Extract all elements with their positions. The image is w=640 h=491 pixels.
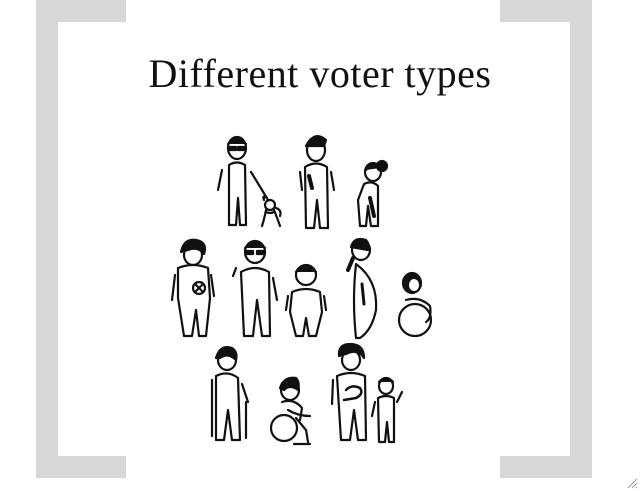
slide-frame-bottom-left (36, 456, 126, 478)
slide-frame-top-left (36, 0, 126, 22)
slide-frame-bottom-right (500, 456, 592, 478)
person-ball-icon (397, 271, 433, 338)
wheelchair-user-icon (269, 376, 312, 446)
person-bun-icon (356, 159, 389, 228)
short-person-icon (284, 263, 328, 338)
slide-frame-top-right (500, 0, 592, 22)
person-sunglasses-icon (231, 239, 279, 338)
person-sunglasses-icon (216, 135, 264, 227)
child-icon (370, 376, 404, 444)
pregnant-person-icon (346, 237, 378, 340)
person-curly-hair-icon (170, 238, 216, 338)
slide-frame-left (36, 0, 58, 478)
resize-handle-icon[interactable] (626, 477, 638, 489)
person-with-child-icon (330, 342, 368, 442)
slide-frame-right (570, 0, 592, 478)
slide-title: Different voter types (148, 51, 492, 96)
person-icon (298, 135, 336, 230)
person-cane-icon (210, 346, 250, 442)
guide-dog-icon (260, 188, 282, 228)
